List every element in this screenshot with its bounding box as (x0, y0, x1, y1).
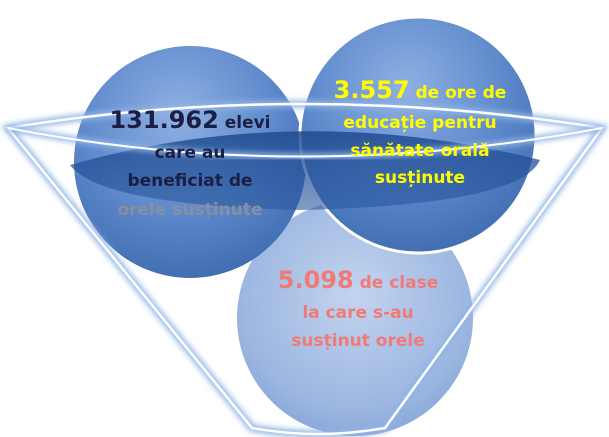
node-1-line-4: orele susținute (117, 200, 262, 220)
node-1-line-3: beneficiat de (127, 171, 252, 191)
node-2-text: de ore de (416, 83, 507, 103)
node-2-line-3: sănătate orală (350, 141, 489, 161)
node-1-line-2: care au (155, 143, 226, 163)
node-1-number: 131.962 (109, 106, 218, 134)
node-3-text: de clase (360, 273, 439, 293)
node-2-number: 3.557 (334, 76, 410, 104)
node-2-line-4: susținute (375, 168, 465, 188)
node-2-line-2: educație pentru (343, 113, 496, 133)
node-3-number: 5.098 (278, 266, 354, 294)
node-1-line-1: 131.962 elevi (109, 106, 270, 134)
node-2-line-1: 3.557 de ore de (334, 76, 507, 104)
circle-3 (237, 200, 473, 436)
node-3-line-3: susținut orele (291, 331, 425, 351)
funnel-outline (1, 100, 609, 437)
node-1-text: elevi (225, 113, 271, 133)
node-3-line-1: 5.098 de clase (278, 266, 439, 294)
node-3-line-2: la care s-au (302, 303, 413, 323)
